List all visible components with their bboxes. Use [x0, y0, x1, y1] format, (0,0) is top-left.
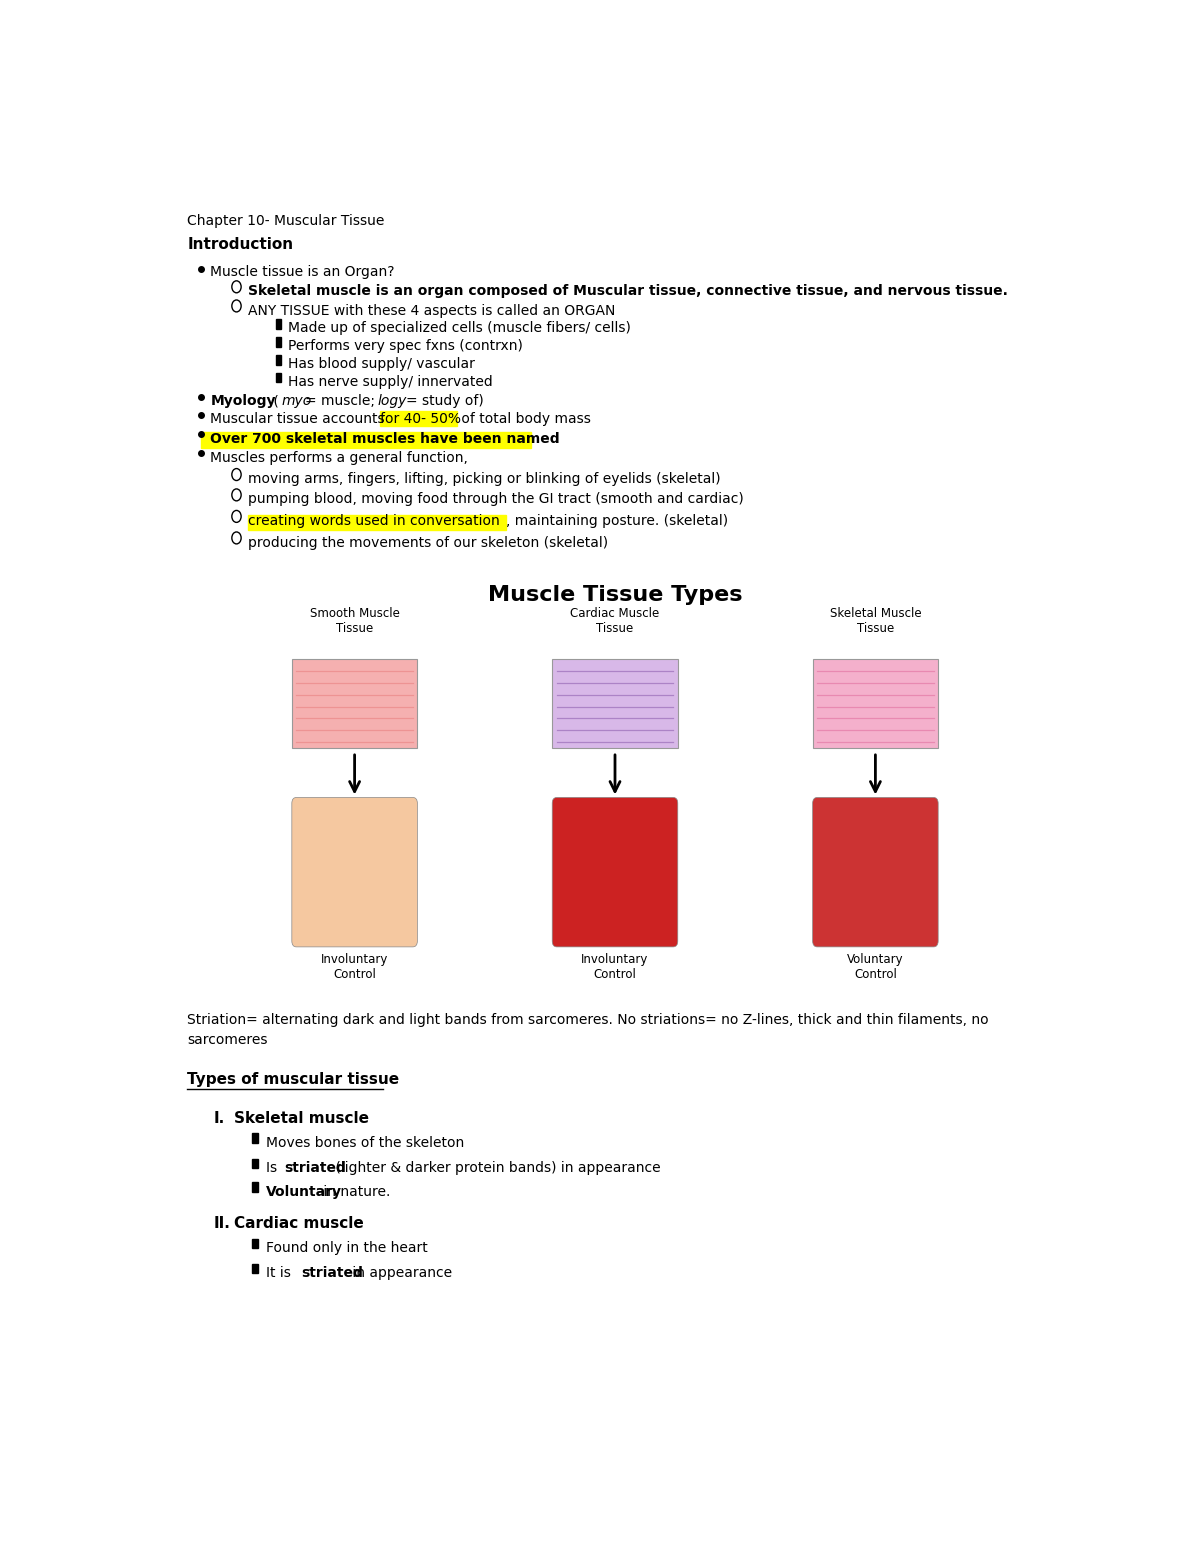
Text: (: (	[269, 394, 278, 408]
Text: Cardiac Muscle
Tissue: Cardiac Muscle Tissue	[570, 607, 660, 635]
Text: II.: II.	[214, 1216, 230, 1232]
Text: Involuntary
Control: Involuntary Control	[320, 954, 389, 981]
Text: Striation= alternating dark and light bands from sarcomeres. No striations= no Z: Striation= alternating dark and light ba…	[187, 1013, 989, 1027]
Text: Muscles performs a general function,: Muscles performs a general function,	[210, 450, 468, 464]
Bar	[252, 1239, 258, 1249]
Text: Types of muscular tissue: Types of muscular tissue	[187, 1073, 400, 1087]
FancyBboxPatch shape	[812, 797, 938, 947]
Text: pumping blood, moving food through the GI tract (smooth and cardiac): pumping blood, moving food through the G…	[247, 492, 744, 506]
Bar	[252, 1134, 258, 1143]
Text: Involuntary
Control: Involuntary Control	[581, 954, 649, 981]
FancyBboxPatch shape	[292, 797, 418, 947]
Text: = study of): = study of)	[406, 394, 484, 408]
Text: moving arms, fingers, lifting, picking or blinking of eyelids (skeletal): moving arms, fingers, lifting, picking o…	[247, 472, 720, 486]
Circle shape	[232, 533, 241, 544]
Text: It is: It is	[266, 1266, 295, 1280]
Text: in nature.: in nature.	[319, 1185, 390, 1199]
Text: Introduction: Introduction	[187, 236, 293, 252]
Bar	[276, 373, 281, 382]
Text: Moves bones of the skeleton: Moves bones of the skeleton	[266, 1135, 464, 1149]
Bar	[276, 337, 281, 346]
Circle shape	[232, 281, 241, 294]
Bar	[252, 1182, 258, 1193]
Text: Muscle tissue is an Organ?: Muscle tissue is an Organ?	[210, 266, 395, 280]
Text: creating words used in conversation: creating words used in conversation	[247, 514, 499, 528]
Text: Has nerve supply/ innervated: Has nerve supply/ innervated	[288, 376, 492, 390]
Text: Made up of specialized cells (muscle fibers/ cells): Made up of specialized cells (muscle fib…	[288, 321, 630, 335]
Circle shape	[232, 469, 241, 480]
Text: of total body mass: of total body mass	[457, 413, 590, 427]
Circle shape	[232, 489, 241, 502]
Text: logy: logy	[378, 394, 407, 408]
Text: ANY TISSUE with these 4 aspects is called an ORGAN: ANY TISSUE with these 4 aspects is calle…	[247, 303, 616, 317]
Text: Voluntary
Control: Voluntary Control	[847, 954, 904, 981]
Text: Skeletal muscle: Skeletal muscle	[234, 1110, 368, 1126]
Text: Smooth Muscle
Tissue: Smooth Muscle Tissue	[310, 607, 400, 635]
Text: , maintaining posture. (skeletal): , maintaining posture. (skeletal)	[506, 514, 728, 528]
Text: myo: myo	[281, 394, 311, 408]
Text: Skeletal Muscle
Tissue: Skeletal Muscle Tissue	[829, 607, 922, 635]
Text: for 40- 50%: for 40- 50%	[379, 413, 461, 427]
Bar	[379, 410, 457, 426]
Text: Myology: Myology	[210, 394, 276, 408]
Text: in appearance: in appearance	[348, 1266, 452, 1280]
Text: I.: I.	[214, 1110, 224, 1126]
Text: Voluntary: Voluntary	[266, 1185, 342, 1199]
Text: (lighter & darker protein bands) in appearance: (lighter & darker protein bands) in appe…	[331, 1162, 660, 1176]
Text: Muscle Tissue Types: Muscle Tissue Types	[487, 584, 743, 604]
Text: Has blood supply/ vascular: Has blood supply/ vascular	[288, 357, 474, 371]
FancyBboxPatch shape	[812, 658, 938, 749]
Bar	[276, 318, 281, 329]
Text: Muscular tissue accounts: Muscular tissue accounts	[210, 413, 390, 427]
Text: Cardiac muscle: Cardiac muscle	[234, 1216, 364, 1232]
Text: Over 700 skeletal muscles have been named: Over 700 skeletal muscles have been name…	[210, 432, 560, 446]
Text: producing the movements of our skeleton (skeletal): producing the movements of our skeleton …	[247, 536, 607, 550]
Text: Found only in the heart: Found only in the heart	[266, 1241, 428, 1255]
Text: striated: striated	[284, 1162, 346, 1176]
FancyBboxPatch shape	[552, 797, 678, 947]
Text: Performs very spec fxns (contrxn): Performs very spec fxns (contrxn)	[288, 340, 522, 354]
Bar	[247, 514, 506, 530]
Text: = muscle;: = muscle;	[305, 394, 379, 408]
Circle shape	[232, 300, 241, 312]
Bar	[202, 432, 532, 447]
FancyBboxPatch shape	[552, 658, 678, 749]
Bar	[252, 1264, 258, 1273]
Circle shape	[232, 511, 241, 522]
Text: sarcomeres: sarcomeres	[187, 1033, 268, 1047]
Text: Chapter 10- Muscular Tissue: Chapter 10- Muscular Tissue	[187, 214, 384, 228]
Bar	[276, 356, 281, 365]
Bar	[252, 1159, 258, 1168]
Text: Skeletal muscle is an organ composed of Muscular tissue, connective tissue, and : Skeletal muscle is an organ composed of …	[247, 284, 1008, 298]
Text: Is: Is	[266, 1162, 282, 1176]
Text: striated: striated	[301, 1266, 364, 1280]
FancyBboxPatch shape	[292, 658, 418, 749]
